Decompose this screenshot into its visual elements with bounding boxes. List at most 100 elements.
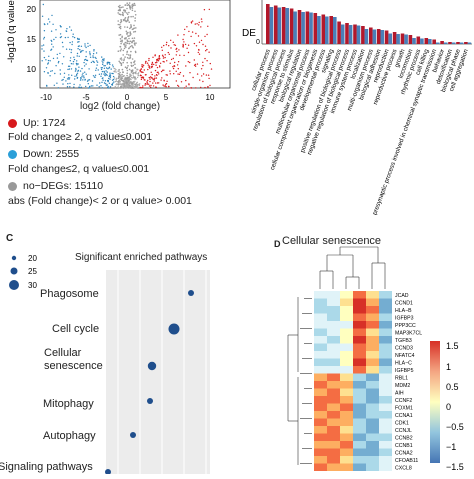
heatmap-cell (379, 291, 392, 299)
volcano-point (128, 57, 130, 60)
volcano-point (134, 14, 137, 16)
volcano-point (62, 78, 64, 81)
volcano-point (128, 68, 131, 71)
volcano-point (128, 40, 130, 43)
heatmap-cell (379, 306, 392, 314)
heatmap-cell (314, 336, 327, 344)
volcano-point (131, 72, 134, 75)
volcano-point (200, 86, 202, 89)
volcano-point (162, 55, 164, 58)
volcano-point (204, 45, 207, 47)
volcano-point (190, 21, 193, 23)
volcano-point (120, 87, 122, 89)
volcano-point (196, 23, 198, 25)
volcano-point (203, 9, 206, 11)
volcano-point (174, 44, 177, 46)
volcano-point (156, 82, 159, 84)
volcano-point (100, 85, 102, 87)
volcano-point (119, 61, 121, 64)
volcano-point (52, 23, 54, 25)
volcano-point (142, 77, 145, 79)
volcano-point (126, 40, 129, 43)
volcano-point (67, 83, 69, 85)
volcano-point (124, 17, 127, 19)
volcano-point (160, 79, 162, 81)
heatmap-cell (366, 351, 379, 359)
volcano-point (59, 36, 62, 39)
volcano-point (103, 70, 105, 73)
heatmap-cell (327, 306, 340, 314)
bar-red (305, 11, 310, 44)
heatmap-cell (327, 343, 340, 351)
volcano-point (126, 51, 128, 53)
bar-red (329, 16, 333, 44)
volcano-point (202, 73, 205, 75)
volcano-point (70, 63, 73, 65)
panel-d-title: Cellular senescence (282, 235, 382, 247)
volcano-point (167, 51, 169, 54)
volcano-point (144, 84, 146, 86)
volcano-point (123, 85, 126, 87)
volcano-points (41, 2, 213, 89)
gene-label: CDK1 (395, 421, 409, 427)
volcano-point (45, 67, 48, 69)
volcano-point (175, 80, 177, 82)
volcano-point (187, 61, 189, 63)
volcano-point (68, 74, 70, 76)
volcano-point (107, 68, 109, 70)
bar-red (266, 4, 270, 44)
volcano-point (88, 87, 91, 89)
volcano-point (98, 86, 100, 88)
bar-blue (340, 24, 345, 44)
volcano-point (131, 5, 134, 8)
volcano-point (183, 87, 186, 89)
gene-label: MAP3K7CL (395, 331, 422, 337)
heatmap-cell (379, 456, 392, 464)
gene-label: HLA−B (395, 308, 412, 314)
volcano-point (111, 83, 113, 86)
volcano-point (156, 60, 158, 62)
volcano-point (58, 60, 60, 63)
heatmap-cell (353, 351, 366, 359)
heatmap-cell (327, 411, 340, 419)
volcano-point (204, 86, 206, 89)
volcano-point (69, 82, 71, 85)
bar-blue (293, 11, 297, 44)
volcano-point (146, 83, 148, 86)
volcano-point (95, 52, 98, 54)
bar-blue (277, 7, 282, 44)
volcano-point (121, 11, 124, 14)
volcano-point (120, 19, 122, 21)
gene-label: CCNB1 (395, 443, 413, 449)
volcano-point (173, 65, 176, 68)
volcano-point (191, 20, 194, 22)
volcano-point (149, 78, 151, 80)
heatmap-cell (314, 426, 327, 434)
gene-label: PPP3CC (395, 323, 416, 329)
volcano-point (108, 87, 110, 89)
volcano-point (86, 59, 89, 62)
volcano-point (79, 86, 81, 89)
volcano-point (119, 8, 121, 10)
volcano-point (128, 83, 130, 85)
volcano-point (161, 69, 164, 72)
volcano-point (132, 72, 135, 75)
volcano-point (87, 83, 90, 85)
cbar-m1: −1 (446, 442, 456, 452)
heatmap-cell (314, 441, 327, 449)
volcano-point (101, 81, 103, 84)
volcano-point (147, 68, 149, 71)
volcano-point (113, 81, 115, 83)
volcano-point (137, 72, 139, 75)
volcano-point (51, 43, 53, 45)
volcano-point (123, 44, 126, 46)
volcano-point (134, 20, 136, 22)
volcano-point (105, 83, 107, 85)
volcano-point (177, 73, 179, 75)
volcano-point (141, 71, 143, 73)
volcano-point (202, 64, 204, 67)
heatmap-cell (340, 358, 353, 366)
volcano-point (82, 79, 84, 81)
volcano-point (187, 51, 190, 54)
volcano-point (85, 55, 87, 58)
